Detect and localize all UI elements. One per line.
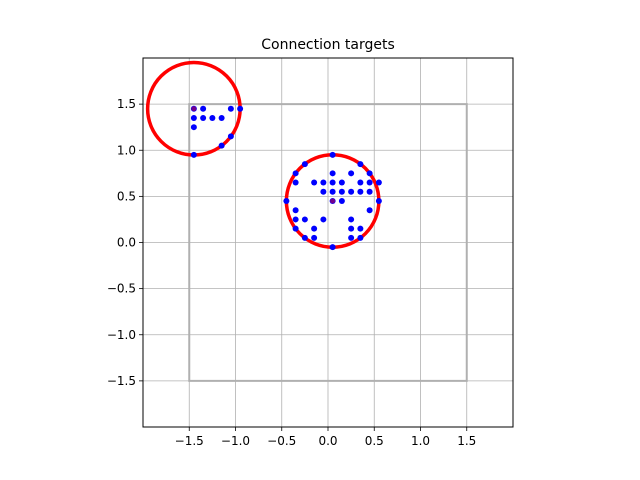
boundary-rect	[188, 103, 468, 382]
data-point	[329, 151, 336, 158]
data-point	[348, 170, 355, 177]
x-tick-label: −0.5	[267, 434, 296, 448]
data-point	[190, 151, 197, 158]
data-point	[329, 197, 336, 204]
x-tick-label: 0.5	[365, 434, 384, 448]
data-point	[292, 225, 299, 232]
data-point	[348, 216, 355, 223]
y-tick-label: 0.5	[117, 189, 136, 203]
data-point	[292, 179, 299, 186]
x-tick-label: −1.0	[221, 434, 250, 448]
circle-center-marker	[330, 198, 336, 204]
boundary-square	[188, 103, 468, 382]
y-tick-label: 1.5	[117, 97, 136, 111]
data-point	[329, 188, 336, 195]
data-point	[357, 234, 364, 241]
data-point	[227, 133, 234, 140]
data-points	[190, 105, 382, 251]
data-point	[190, 105, 197, 112]
data-point	[366, 207, 373, 214]
data-point	[348, 234, 355, 241]
data-point	[366, 170, 373, 177]
data-point	[218, 114, 225, 121]
data-point	[283, 197, 290, 204]
data-point	[348, 188, 355, 195]
data-point	[348, 225, 355, 232]
data-point	[329, 170, 336, 177]
data-point	[357, 225, 364, 232]
data-point	[357, 179, 364, 186]
y-tick-label: 0.0	[117, 236, 136, 250]
data-point	[200, 105, 207, 112]
data-point	[301, 161, 308, 168]
data-point	[338, 188, 345, 195]
data-point	[200, 114, 207, 121]
chart-title: Connection targets	[261, 37, 395, 53]
x-tick-label: −1.5	[175, 434, 204, 448]
data-point	[329, 179, 336, 186]
data-point	[301, 234, 308, 241]
data-point	[366, 179, 373, 186]
y-tick-label: −1.5	[107, 374, 136, 388]
data-point	[311, 225, 318, 232]
data-point	[209, 114, 216, 121]
circle-centers	[191, 106, 336, 204]
data-point	[357, 161, 364, 168]
y-tick-label: −1.0	[107, 328, 136, 342]
x-axis-ticks: −1.5 −1.0 −0.5 0.0 0.5 1.0 1.5	[175, 427, 476, 448]
data-point	[292, 207, 299, 214]
data-point	[329, 244, 336, 251]
data-point	[338, 179, 345, 186]
data-point	[320, 188, 327, 195]
data-point	[320, 216, 327, 223]
data-point	[375, 197, 382, 204]
x-tick-label: 1.5	[457, 434, 476, 448]
data-point	[190, 114, 197, 121]
data-point	[237, 105, 244, 112]
data-point	[218, 142, 225, 149]
data-point	[357, 188, 364, 195]
y-tick-label: −0.5	[107, 282, 136, 296]
circle-center-marker	[191, 106, 197, 112]
x-tick-label: 0.0	[318, 434, 337, 448]
y-tick-label: 1.0	[117, 143, 136, 157]
data-point	[320, 179, 327, 186]
data-point	[311, 234, 318, 241]
data-point	[227, 105, 234, 112]
data-point	[292, 170, 299, 177]
data-point	[366, 188, 373, 195]
x-tick-label: 1.0	[411, 434, 430, 448]
data-point	[338, 197, 345, 204]
data-point	[292, 216, 299, 223]
y-axis-ticks: −1.5 −1.0 −0.5 0.0 0.5 1.0 1.5	[107, 97, 143, 388]
data-point	[301, 216, 308, 223]
data-point	[190, 124, 197, 131]
data-point	[375, 179, 382, 186]
data-point	[311, 179, 318, 186]
